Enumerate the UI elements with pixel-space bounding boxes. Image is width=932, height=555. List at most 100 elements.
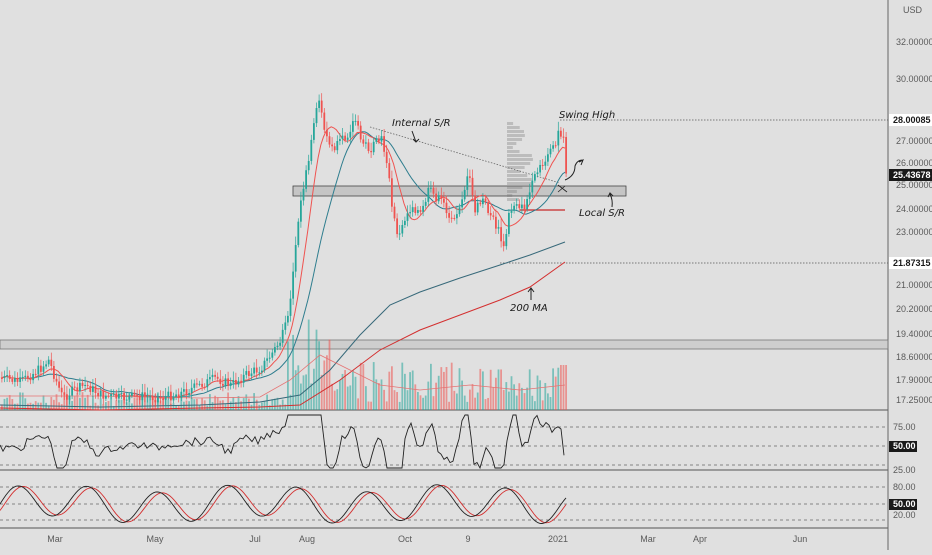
stoch-k-line — [0, 484, 567, 524]
candlesticks — [1, 93, 567, 408]
candle-body — [284, 322, 287, 330]
volume-bar — [320, 374, 323, 410]
candle-body — [432, 187, 435, 194]
candle-body — [146, 396, 149, 398]
volume-bar — [365, 386, 367, 410]
candle-body — [437, 195, 440, 202]
time-tick-label: Mar — [640, 534, 656, 544]
candle-body — [313, 123, 315, 140]
volume-bar — [352, 370, 354, 410]
volume-bar — [133, 397, 136, 410]
volume-bar — [500, 369, 502, 410]
volume-profile-bar — [507, 170, 521, 173]
candle-body — [430, 187, 432, 189]
price-tick-label: 17.90000 — [896, 375, 932, 385]
candle-body — [331, 144, 333, 147]
candle-body — [216, 376, 219, 379]
candle-body — [242, 374, 245, 383]
candle-body — [203, 386, 206, 388]
price-tick-label: 25.00000 — [896, 180, 932, 190]
candle-body — [422, 205, 424, 212]
candle-body — [209, 377, 211, 380]
volume-bar — [339, 380, 341, 410]
candle-body — [16, 378, 19, 382]
volume-bar — [6, 397, 8, 410]
volume-bar — [383, 389, 385, 410]
candle-body — [513, 205, 515, 211]
volume-bar — [326, 355, 328, 410]
volume-bar — [183, 401, 185, 410]
volume-bars — [1, 319, 567, 410]
candle-body — [497, 227, 500, 229]
volume-profile-bar — [507, 142, 517, 145]
candle-body — [32, 373, 34, 381]
volume-bar — [180, 396, 183, 410]
candle-body — [502, 241, 505, 247]
volume-profile-bar — [507, 162, 531, 165]
candle-body — [128, 395, 131, 400]
volume-bar — [263, 401, 266, 410]
volume-profile-bar — [507, 178, 532, 181]
candle-body — [53, 365, 55, 379]
price-axis[interactable]: 32.00000 30.00000 27.00000 26.00000 25.00000… — [896, 37, 932, 405]
volume-bar — [63, 393, 66, 410]
volume-bar — [196, 398, 198, 410]
volume-bar — [177, 405, 180, 410]
volume-bar — [398, 401, 401, 410]
candle-body — [144, 392, 146, 397]
candle-body — [84, 384, 86, 386]
rsi-line — [0, 414, 565, 470]
candle-body — [388, 163, 391, 179]
volume-bar — [255, 399, 258, 410]
candle-body — [266, 358, 268, 361]
volume-profile-bar — [507, 166, 525, 169]
candle-body — [170, 391, 172, 401]
candle-body — [73, 386, 76, 388]
volume-bar — [422, 397, 424, 410]
volume-bar — [552, 368, 554, 410]
candle-body — [193, 383, 196, 388]
stoch-d-line — [0, 484, 567, 524]
volume-ma-line — [0, 354, 566, 399]
candle-body — [274, 347, 276, 353]
volume-bar — [380, 379, 383, 410]
candle-body — [531, 180, 534, 193]
candle-body — [549, 148, 552, 155]
volume-bar — [159, 400, 162, 410]
annotation-200-ma: 200 MA — [510, 303, 548, 314]
time-axis[interactable]: Mar May Jul Aug Oct 9 2021 Mar Apr Jun — [47, 534, 807, 544]
candle-body — [40, 365, 42, 372]
internal-sr-trendline — [369, 126, 561, 184]
volume-bar — [391, 366, 393, 410]
volume-profile-bar — [507, 186, 523, 189]
price-tick-label: 17.25000 — [896, 395, 932, 405]
candle-body — [479, 202, 482, 205]
volume-bar — [29, 402, 32, 410]
candle-body — [289, 298, 292, 316]
volume-bar — [242, 398, 245, 410]
volume-bar — [461, 380, 463, 410]
candle-body — [297, 221, 300, 246]
volume-bar — [474, 397, 476, 410]
candle-body — [60, 387, 63, 393]
candle-body — [515, 204, 518, 206]
candle-body — [136, 394, 138, 396]
volume-bar — [190, 398, 193, 410]
volume-bar — [149, 396, 151, 410]
volume-bar — [266, 394, 268, 410]
candle-body — [393, 206, 396, 219]
candle-body — [310, 139, 313, 161]
candle-body — [255, 367, 258, 373]
candle-body — [232, 379, 235, 383]
candle-body — [258, 372, 261, 374]
cross-mark — [557, 184, 568, 193]
volume-bar — [344, 370, 346, 410]
volume-bar — [497, 369, 500, 410]
volume-bar — [115, 400, 118, 410]
volume-bar — [284, 404, 287, 410]
candle-body — [58, 381, 60, 388]
candle-body — [105, 395, 107, 399]
volume-bar — [79, 397, 81, 410]
